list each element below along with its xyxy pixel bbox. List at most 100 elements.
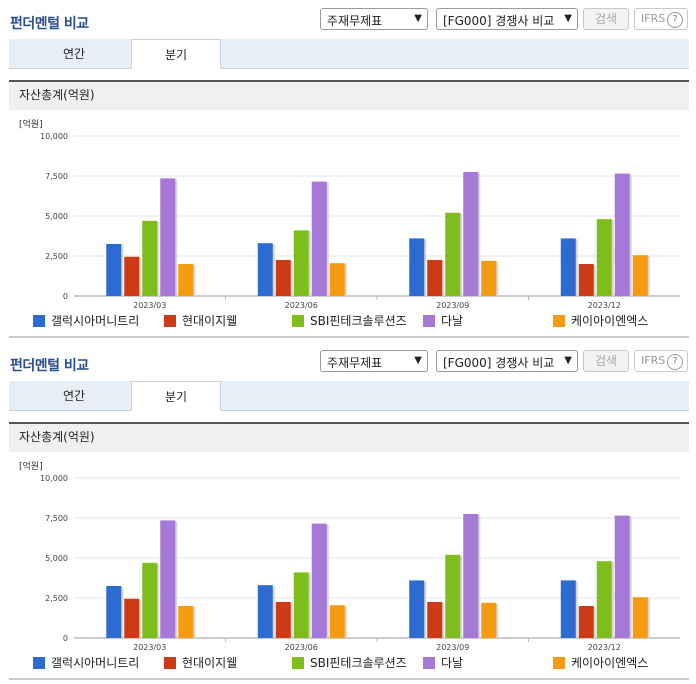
legend-item[interactable]: 갤럭시아머니트리 (33, 312, 139, 329)
bar[interactable] (329, 605, 345, 638)
x-tick-label: 2023/03 (133, 643, 166, 652)
bar[interactable] (560, 238, 576, 296)
bar[interactable] (578, 606, 594, 638)
legend-label: 케이아이엔엑스 (571, 314, 649, 328)
bar[interactable] (275, 260, 291, 296)
asset-total-chart: 0 2,500 5,000 7,500 10,000 2023/03 2023/06 2023… (40, 474, 680, 652)
bar[interactable] (445, 212, 461, 296)
legend-item[interactable]: 현대이지웰 (164, 654, 237, 671)
legend-item[interactable]: 다날 (423, 312, 463, 329)
legend-label: SBI핀테크솔루션즈 (310, 656, 407, 670)
chevron-down-icon: ▼ (414, 13, 422, 24)
ifrs-label: IFRS (641, 354, 666, 367)
chevron-down-icon: ▼ (564, 13, 572, 24)
bar[interactable] (293, 572, 309, 638)
bar[interactable] (106, 244, 122, 296)
x-tick-label: 2023/06 (285, 643, 318, 652)
bar[interactable] (293, 230, 309, 296)
legend-label: 다날 (441, 656, 464, 670)
search-button[interactable]: 검색 (583, 8, 629, 30)
legend-swatch (292, 657, 304, 669)
period-tabs: 연간 분기 (9, 39, 689, 69)
legend-item[interactable]: 케이아이엔엑스 (553, 312, 648, 329)
fundamental-panel-2: 펀더멘털 비교 주재무제표 ▼ [FG000] 경쟁사 비교 ▼ 검색 IFRS… (0, 342, 696, 684)
bar[interactable] (142, 220, 158, 296)
bar[interactable] (106, 586, 122, 638)
bar[interactable] (311, 181, 327, 296)
y-tick-label: 5,000 (45, 554, 68, 563)
help-icon[interactable]: ? (667, 354, 683, 370)
y-tick-label: 2,500 (45, 594, 68, 603)
section-header: 자산총계(억원) (9, 80, 689, 110)
section-header: 자산총계(억원) (9, 422, 689, 452)
search-button[interactable]: 검색 (583, 350, 629, 372)
bar[interactable] (329, 263, 345, 296)
bar[interactable] (409, 238, 425, 296)
legend-item[interactable]: SBI핀테크솔루션즈 (292, 312, 407, 329)
tab-annual[interactable]: 연간 (62, 389, 86, 403)
bar[interactable] (311, 523, 327, 638)
bar[interactable] (142, 562, 158, 638)
x-tick-label: 2023/12 (588, 643, 621, 652)
bar[interactable] (427, 260, 443, 296)
legend-swatch (33, 657, 45, 669)
bar[interactable] (257, 585, 273, 638)
statement-select[interactable]: 주재무제표 ▼ (320, 350, 428, 372)
legend-swatch (164, 657, 176, 669)
legend-item[interactable]: 케이아이엔엑스 (553, 654, 648, 671)
divider (9, 678, 689, 680)
bar[interactable] (178, 606, 194, 638)
bar[interactable] (614, 515, 630, 638)
bar[interactable] (632, 255, 648, 296)
y-tick-label: 7,500 (45, 172, 68, 181)
bar[interactable] (463, 514, 479, 638)
bar[interactable] (427, 602, 443, 638)
y-tick-label: 0 (63, 634, 68, 643)
bar[interactable] (560, 580, 576, 638)
legend-item[interactable]: 갤럭시아머니트리 (33, 654, 139, 671)
compare-select[interactable]: [FG000] 경쟁사 비교 ▼ (436, 350, 578, 372)
ifrs-button[interactable]: IFRS ? (634, 350, 688, 372)
tab-quarter[interactable]: 분기 (131, 39, 221, 69)
legend-item[interactable]: 현대이지웰 (164, 312, 237, 329)
y-tick-label: 5,000 (45, 212, 68, 221)
legend-swatch (292, 315, 304, 327)
bar[interactable] (463, 172, 479, 296)
panel-title: 펀더멘털 비교 (10, 16, 89, 32)
bar[interactable] (596, 561, 612, 638)
ifrs-button[interactable]: IFRS ? (634, 8, 688, 30)
legend-label: 갤럭시아머니트리 (51, 314, 140, 328)
legend-item[interactable]: 다날 (423, 654, 463, 671)
compare-select[interactable]: [FG000] 경쟁사 비교 ▼ (436, 8, 578, 30)
y-tick-label: 2,500 (45, 252, 68, 261)
bar[interactable] (409, 580, 425, 638)
unit-label: [억원] (19, 462, 43, 472)
bar[interactable] (124, 256, 140, 296)
legend-item[interactable]: SBI핀테크솔루션즈 (292, 654, 407, 671)
bar[interactable] (445, 554, 461, 638)
bar[interactable] (257, 243, 273, 296)
bar[interactable] (578, 264, 594, 296)
compare-select-value: [FG000] 경쟁사 비교 (443, 356, 555, 370)
x-tick-label: 2023/03 (133, 301, 166, 310)
legend-swatch (164, 315, 176, 327)
chart-legend: 갤럭시아머니트리 현대이지웰 SBI핀테크솔루션즈 다날 케이아이엔엑스 (0, 312, 696, 330)
statement-select[interactable]: 주재무제표 ▼ (320, 8, 428, 30)
asset-total-chart: 0 2,500 5,000 7,500 10,000 2023/03 2023/06 2023… (40, 132, 680, 310)
bar[interactable] (481, 602, 497, 638)
bar[interactable] (275, 602, 291, 638)
tab-quarter[interactable]: 분기 (131, 381, 221, 411)
tab-annual[interactable]: 연간 (62, 47, 86, 61)
bar[interactable] (614, 173, 630, 296)
bar[interactable] (481, 260, 497, 296)
bar[interactable] (596, 219, 612, 296)
bar[interactable] (160, 178, 176, 296)
bar[interactable] (160, 520, 176, 638)
bar[interactable] (632, 597, 648, 638)
bar[interactable] (124, 598, 140, 638)
x-tick-label: 2023/06 (285, 301, 318, 310)
fundamental-panel-1: 펀더멘털 비교 주재무제표 ▼ [FG000] 경쟁사 비교 ▼ 검색 IFRS… (0, 8, 696, 338)
bar[interactable] (178, 264, 194, 296)
help-icon[interactable]: ? (667, 12, 683, 28)
compare-select-value: [FG000] 경쟁사 비교 (443, 14, 555, 28)
